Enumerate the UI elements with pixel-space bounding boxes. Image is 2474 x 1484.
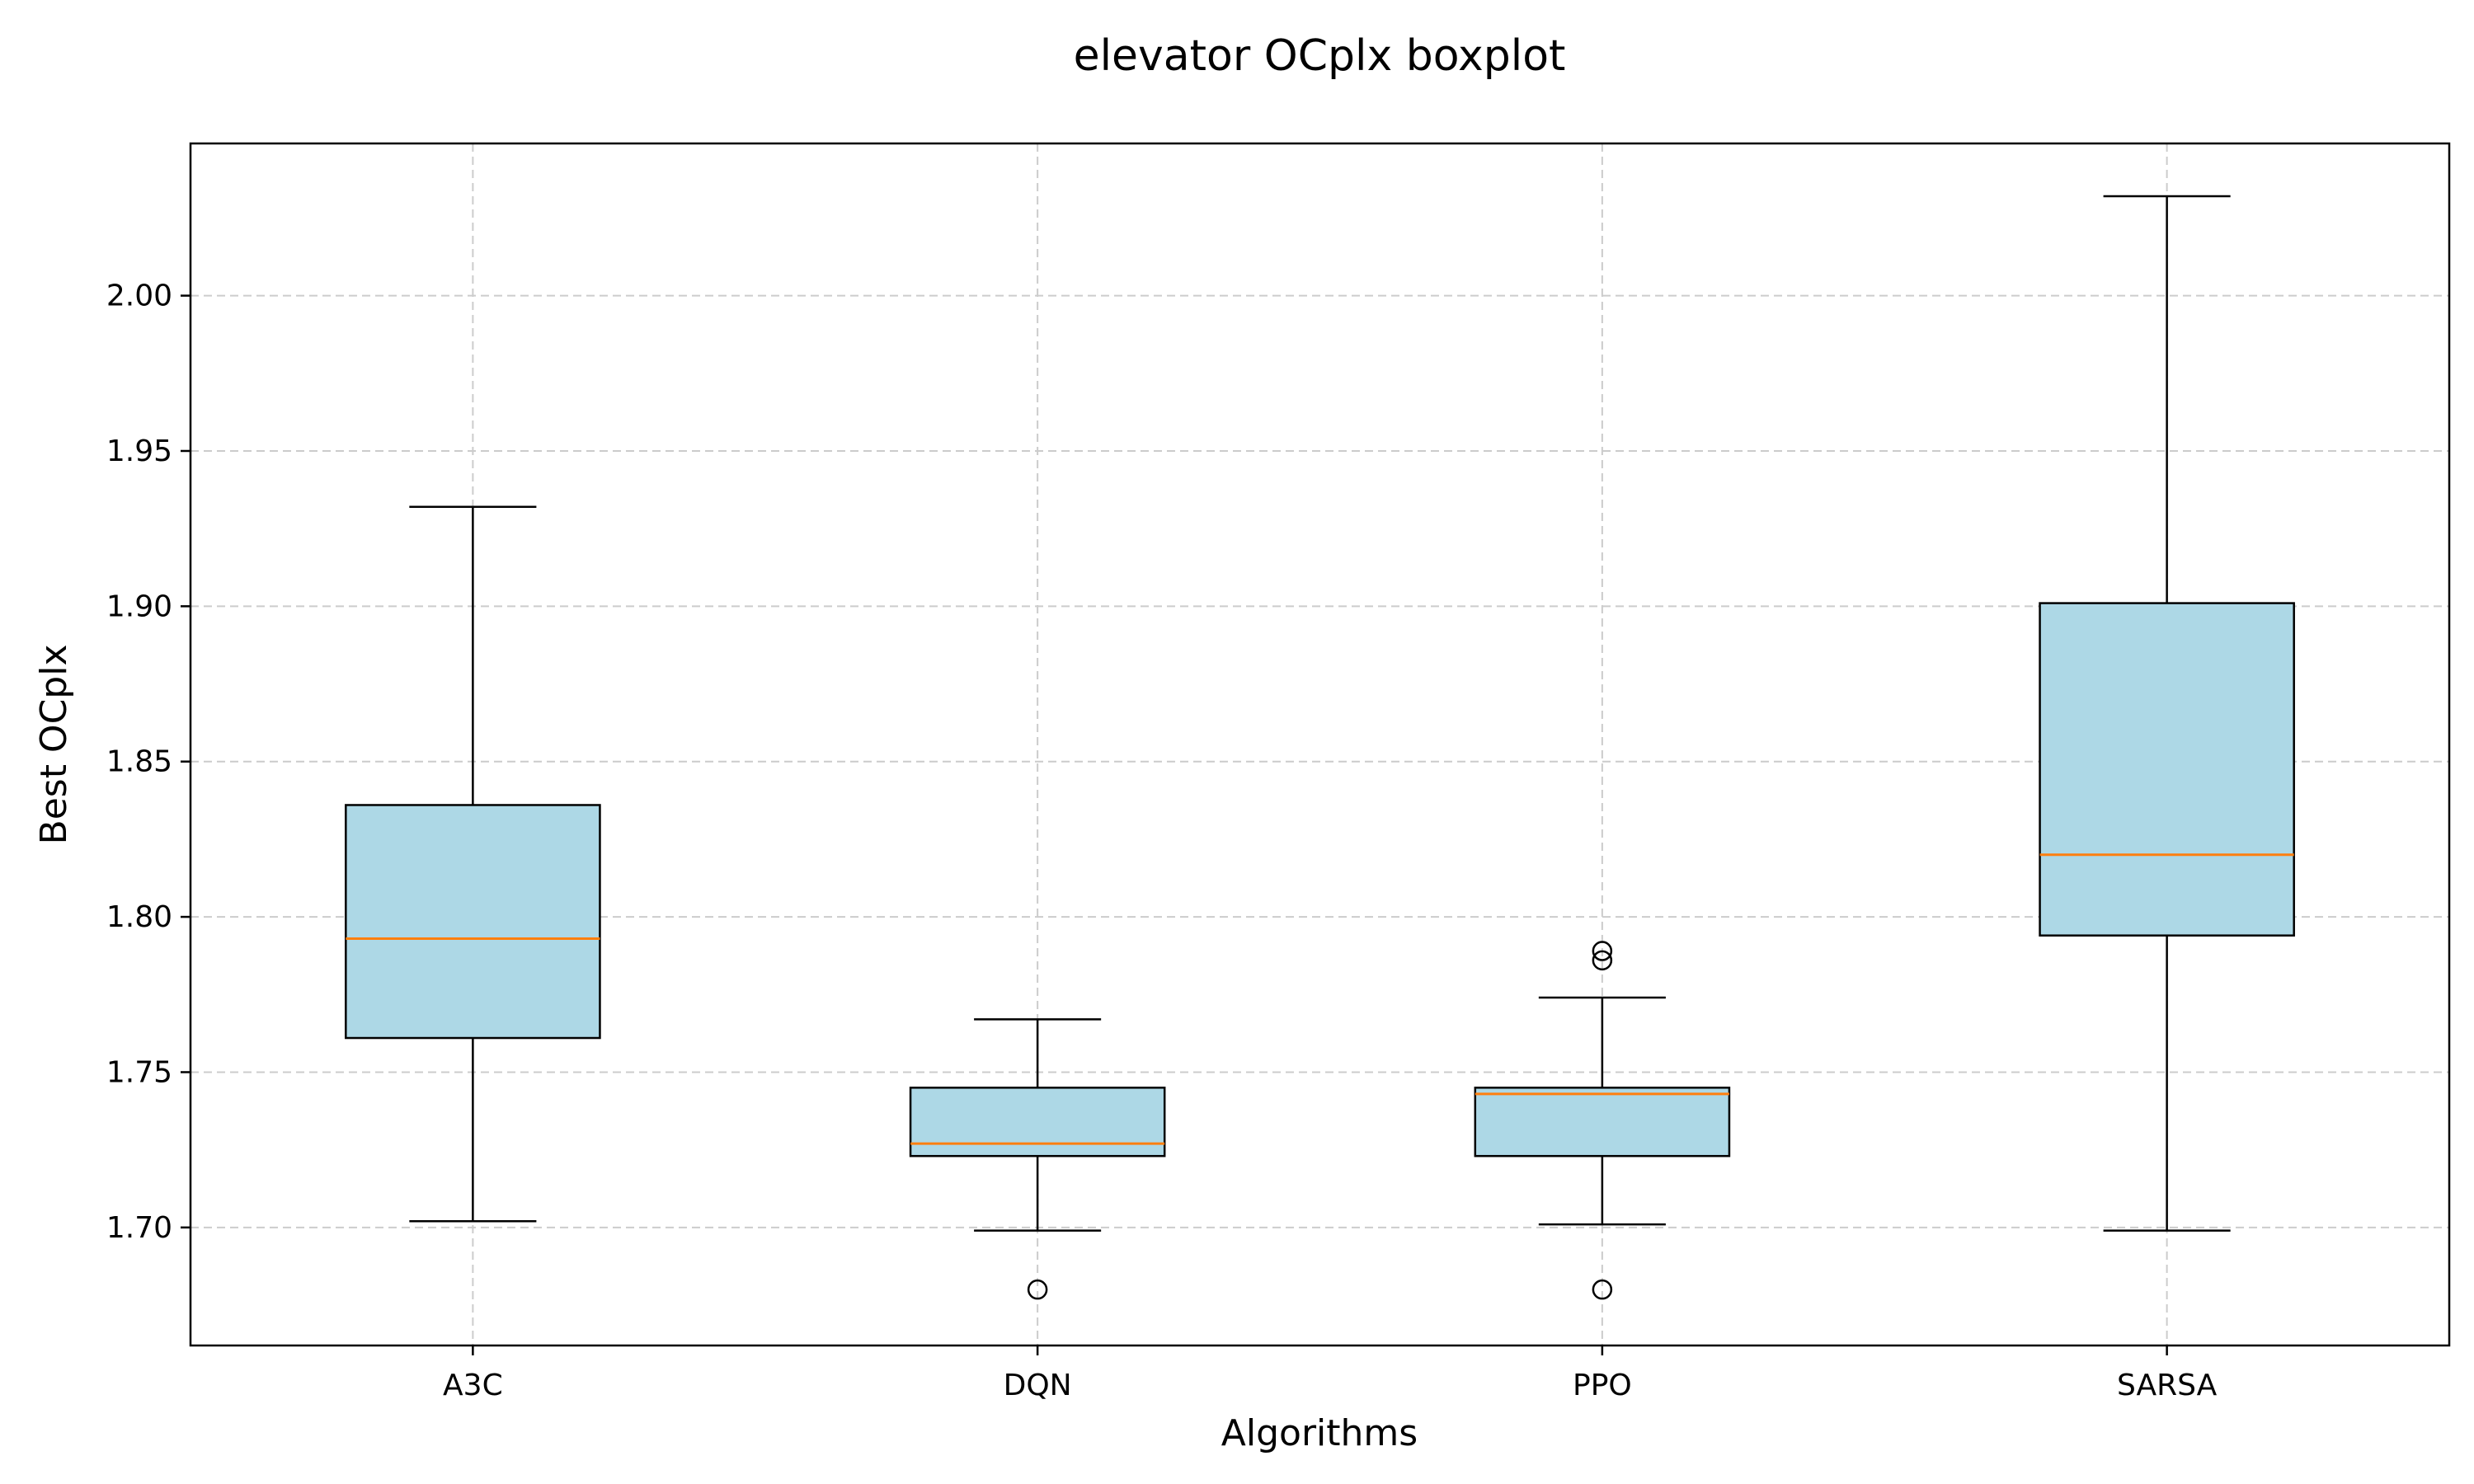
y-tick-label: 1.75 — [106, 1055, 172, 1089]
plot-frame — [189, 142, 2451, 1347]
outlier-point — [1592, 950, 1613, 971]
x-axis-label: Algorithms — [1221, 1412, 1418, 1454]
outlier-point — [1027, 1279, 1048, 1300]
x-tick-label: SARSA — [2117, 1369, 2218, 1402]
iqr-box — [1474, 1087, 1731, 1158]
box-ppo — [1474, 941, 1731, 1300]
chart-title: elevator OCplx boxplot — [1074, 31, 1566, 81]
y-tick-label: 1.70 — [106, 1211, 172, 1245]
boxes — [345, 195, 2295, 1300]
outlier-point — [1592, 941, 1613, 961]
y-tick-label: 1.90 — [106, 589, 172, 623]
x-tick-label: DQN — [1004, 1369, 1072, 1402]
iqr-box — [909, 1087, 1166, 1158]
y-tick-label: 1.95 — [106, 434, 172, 468]
x-axis: A3C DQN PPO SARSA — [443, 1345, 2218, 1402]
y-tick-label: 1.85 — [106, 745, 172, 779]
box-a3c — [345, 505, 601, 1223]
outlier-point — [1592, 1279, 1613, 1300]
y-axis: 1.70 1.75 1.80 1.85 1.90 1.95 2.00 — [106, 279, 190, 1245]
box-sarsa — [2039, 195, 2295, 1232]
x-tick-label: A3C — [443, 1369, 503, 1402]
x-tick-label: PPO — [1573, 1369, 1632, 1402]
iqr-box — [345, 804, 601, 1040]
y-axis-label: Best OCplx — [33, 645, 75, 845]
iqr-box — [2039, 602, 2295, 937]
y-tick-label: 2.00 — [106, 279, 172, 313]
box-dqn — [909, 1018, 1166, 1300]
y-tick-label: 1.80 — [106, 900, 172, 934]
